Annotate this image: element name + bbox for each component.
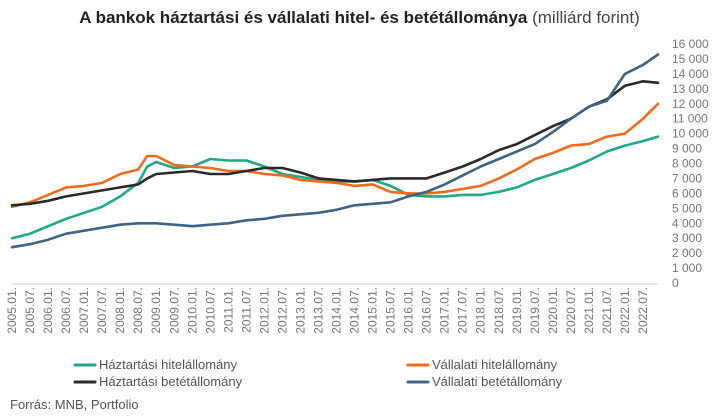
y-tick-label: 9 000 [672, 142, 702, 156]
chart-source: Forrás: MNB, Portfolio [10, 397, 139, 412]
y-tick-label: 12 000 [672, 97, 709, 111]
x-tick-label: 2014.07. [348, 287, 362, 334]
x-tick-label: 2017.07. [456, 287, 470, 334]
y-tick-label: 16 000 [672, 37, 709, 51]
x-tick-label: 2014.01. [330, 287, 344, 334]
x-tick-label: 2007.07. [95, 287, 109, 334]
x-tick-label: 2008.01. [113, 287, 127, 334]
legend-label: Háztartási betétállomány [99, 374, 243, 389]
series-line [10, 53, 660, 249]
y-tick-label: 11 000 [672, 112, 708, 126]
x-tick-label: 2020.07. [564, 287, 578, 334]
y-tick-label: 13 000 [672, 82, 709, 96]
x-tick-label: 2022.07. [636, 287, 650, 334]
chart-title-main: A bankok háztartási és vállalati hitel- … [79, 8, 528, 27]
x-tick-label: 2018.01. [474, 287, 488, 334]
y-tick-label: 6 000 [672, 186, 702, 200]
chart-title: A bankok háztartási és vállalati hitel- … [0, 8, 719, 28]
y-tick-label: 0 [672, 276, 679, 290]
x-tick-label: 2006.01. [41, 287, 55, 334]
x-tick-label: 2010.07. [203, 287, 217, 334]
x-tick-label: 2013.07. [311, 287, 325, 334]
legend-label: Vállalati betétállomány [432, 374, 563, 389]
x-tick-label: 2011.07. [239, 287, 253, 333]
x-tick-label: 2017.01. [438, 287, 452, 334]
x-tick-label: 2008.07. [131, 287, 145, 334]
y-tick-label: 14 000 [672, 67, 709, 81]
x-tick-label: 2009.01. [149, 287, 163, 334]
series-line [10, 102, 660, 209]
x-tick-label: 2021.07. [600, 287, 614, 334]
x-tick-label: 2018.07. [492, 287, 506, 334]
x-tick-label: 2007.01. [77, 287, 91, 334]
y-tick-label: 4 000 [672, 216, 702, 230]
x-tick-label: 2012.01. [257, 287, 271, 334]
x-tick-label: 2013.01. [293, 287, 307, 334]
x-tick-label: 2009.07. [167, 287, 181, 334]
x-tick-label: 2012.07. [275, 287, 289, 334]
y-tick-label: 10 000 [672, 127, 709, 141]
legend-label: Háztartási hitelállomány [99, 357, 238, 372]
x-tick-label: 2015.01. [366, 287, 380, 334]
x-tick-label: 2015.07. [384, 287, 398, 334]
series-line [10, 80, 660, 207]
x-tick-label: 2019.07. [528, 287, 542, 334]
y-tick-label: 3 000 [672, 231, 702, 245]
x-tick-label: 2022.01. [618, 287, 632, 334]
legend-label: Vállalati hitelállomány [432, 357, 558, 372]
x-tick-label: 2005.07. [23, 287, 37, 334]
x-tick-label: 2006.07. [59, 287, 73, 334]
y-tick-label: 15 000 [672, 52, 709, 66]
x-tick-label: 2019.01. [510, 287, 524, 334]
x-tick-label: 2016.01. [402, 287, 416, 334]
x-tick-label: 2021.01. [582, 287, 596, 334]
series-line [10, 135, 660, 240]
x-tick-label: 2011.01. [221, 287, 235, 333]
x-tick-label: 2005.01. [5, 287, 19, 334]
y-tick-label: 5 000 [672, 201, 702, 215]
x-tick-label: 2016.07. [420, 287, 434, 334]
y-tick-label: 7 000 [672, 171, 702, 185]
x-tick-label: 2020.01. [546, 287, 560, 334]
chart-subtitle: (milliárd forint) [532, 8, 640, 27]
x-tick-label: 2010.01. [185, 287, 199, 334]
y-tick-label: 1 000 [672, 261, 702, 275]
y-tick-label: 2 000 [672, 246, 702, 260]
y-tick-label: 8 000 [672, 157, 702, 171]
